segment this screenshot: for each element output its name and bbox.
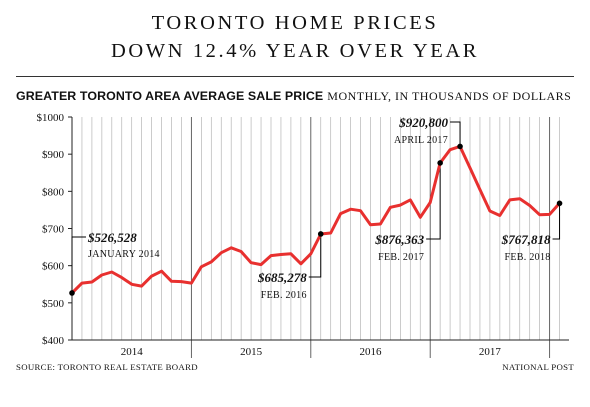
annotation-date: JANUARY 2014 xyxy=(88,249,160,260)
annotation-leader xyxy=(552,203,561,240)
y-tick-label: $500 xyxy=(42,298,65,310)
series-line xyxy=(70,144,561,295)
annotation-date: APRIL 2017 xyxy=(394,135,448,146)
y-tick-label: $600 xyxy=(42,261,65,273)
annotation-date: FEB. 2016 xyxy=(261,290,307,301)
annotation-point xyxy=(69,290,75,296)
annotation-leader xyxy=(71,236,86,293)
year-label: 2016 xyxy=(360,346,383,358)
y-tick-label: $800 xyxy=(42,186,65,198)
annotation-value: $767,818 xyxy=(501,232,551,247)
y-tick-label: $700 xyxy=(42,224,65,236)
chart-title-line-2: DOWN 12.4% YEAR OVER YEAR xyxy=(110,40,480,62)
annotation-value: $526,528 xyxy=(87,230,137,245)
annotation-leader xyxy=(450,121,461,147)
year-label: 2014 xyxy=(121,346,144,358)
annotation-point xyxy=(317,231,324,237)
annotation-point xyxy=(437,160,443,166)
subtitle-bold: GREATER TORONTO AREA AVERAGE SALE PRICE xyxy=(16,89,324,103)
annotation-date: FEB. 2018 xyxy=(505,252,551,263)
y-tick-label: $900 xyxy=(42,149,65,161)
annotation-point xyxy=(556,200,563,207)
year-label: 2015 xyxy=(240,346,263,358)
y-tick-label: $400 xyxy=(42,335,65,347)
subtitle-regular: MONTHLY, IN THOUSANDS OF DOLLARS xyxy=(327,89,572,103)
annotation-value: $876,363 xyxy=(374,232,424,247)
year-label: 2017 xyxy=(479,346,502,358)
credit-note: NATIONAL POST xyxy=(502,362,574,372)
annotation-value: $685,278 xyxy=(257,270,307,285)
annotation-leader xyxy=(308,233,322,278)
title-divider xyxy=(16,76,574,77)
chart-title-line-1: TORONTO HOME PRICES xyxy=(151,12,439,34)
chart-subtitle: GREATER TORONTO AREA AVERAGE SALE PRICE M… xyxy=(16,87,571,105)
y-tick-label: $1000 xyxy=(37,112,65,124)
annotation-date: FEB. 2017 xyxy=(378,252,424,263)
annotation-value: $920,800 xyxy=(398,115,448,130)
annotation-leader xyxy=(426,162,441,240)
source-note: SOURCE: TORONTO REAL ESTATE BOARD xyxy=(16,362,198,372)
annotation-point xyxy=(457,143,463,150)
